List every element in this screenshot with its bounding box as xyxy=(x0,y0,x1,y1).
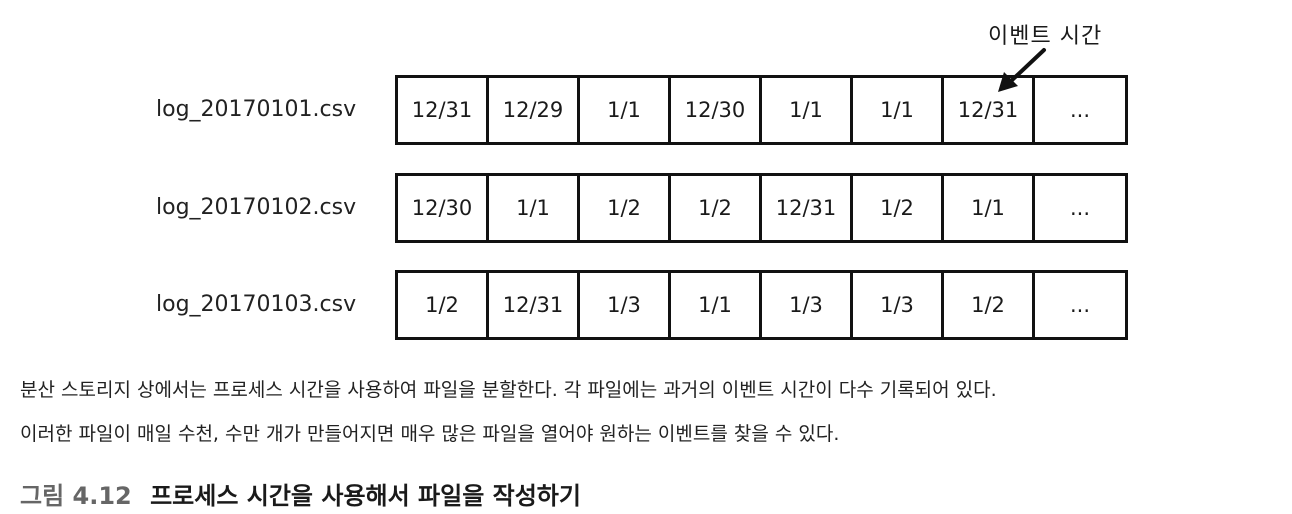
figure-number: 그림 4.12 xyxy=(20,482,132,510)
event-time-cell: 12/31 xyxy=(762,176,853,240)
event-time-cell: 12/29 xyxy=(489,78,580,142)
event-time-cell: 12/31 xyxy=(944,78,1035,142)
event-time-callout-label: 이벤트 시간 xyxy=(988,24,1103,49)
event-time-cell: 1/2 xyxy=(580,176,671,240)
ellipsis-cell: ... xyxy=(1069,196,1091,220)
event-time-cell: 1/1 xyxy=(489,176,580,240)
file-name-label: log_20170101.csv xyxy=(156,97,357,122)
event-time-cells: 1/2 12/31 1/3 1/1 1/3 1/3 1/2 ... xyxy=(395,270,1128,340)
event-time-cell: 1/2 xyxy=(398,273,489,337)
event-time-cell: 1/1 xyxy=(944,176,1035,240)
event-time-cell: 12/30 xyxy=(398,176,489,240)
event-time-cell: 1/2 xyxy=(853,176,944,240)
file-row: log_20170103.csv 1/2 12/31 1/3 1/1 1/3 1… xyxy=(0,270,1292,340)
event-time-cell: 1/3 xyxy=(762,273,853,337)
event-time-cell: 1/1 xyxy=(762,78,853,142)
event-time-cell: 12/31 xyxy=(489,273,580,337)
event-time-cell: 1/1 xyxy=(671,273,762,337)
event-time-cell: 1/3 xyxy=(853,273,944,337)
ellipsis-cell: ... xyxy=(1069,98,1091,122)
event-time-cell: 1/2 xyxy=(671,176,762,240)
event-time-cell: 12/30 xyxy=(671,78,762,142)
event-time-cells: 12/30 1/1 1/2 1/2 12/31 1/2 1/1 ... xyxy=(395,173,1128,243)
figure-title-text: 프로세스 시간을 사용해서 파일을 작성하기 xyxy=(150,482,581,510)
file-row: log_20170101.csv 12/31 12/29 1/1 12/30 1… xyxy=(0,75,1292,145)
ellipsis-cell: ... xyxy=(1069,293,1091,317)
file-name-label: log_20170102.csv xyxy=(156,195,357,220)
event-time-cell: 12/31 xyxy=(398,78,489,142)
event-time-cell: 1/3 xyxy=(580,273,671,337)
event-time-cell: 1/1 xyxy=(853,78,944,142)
caption-line-2: 이러한 파일이 매일 수천, 수만 개가 만들어지면 매우 많은 파일을 열어야… xyxy=(20,423,840,445)
event-time-cells: 12/31 12/29 1/1 12/30 1/1 1/1 12/31 ... xyxy=(395,75,1128,145)
event-time-cell: 1/2 xyxy=(944,273,1035,337)
figure-title: 그림 4.12 프로세스 시간을 사용해서 파일을 작성하기 xyxy=(20,476,581,511)
file-name-label: log_20170103.csv xyxy=(156,292,357,317)
caption-line-1: 분산 스토리지 상에서는 프로세스 시간을 사용하여 파일을 분할한다. 각 파… xyxy=(20,379,997,401)
event-time-cell: 1/1 xyxy=(580,78,671,142)
file-row: log_20170102.csv 12/30 1/1 1/2 1/2 12/31… xyxy=(0,173,1292,243)
